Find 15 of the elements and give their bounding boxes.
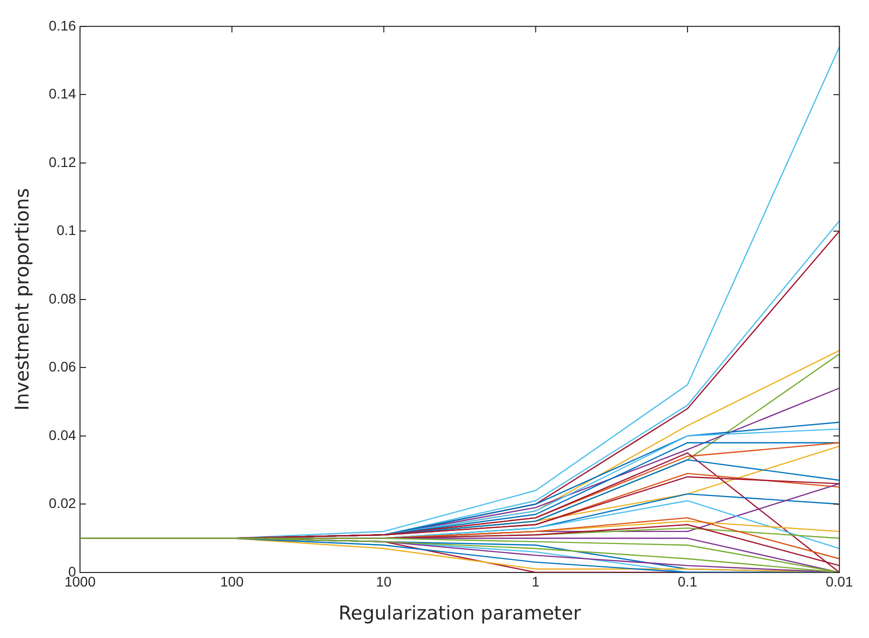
x-tick-label: 100 [220, 574, 244, 590]
y-tick-label: 0.14 [48, 86, 76, 102]
y-tick-label: 0.02 [48, 495, 76, 512]
x-axis-title: Regularization parameter [338, 602, 582, 625]
y-axis-title: Investment proportions [11, 188, 34, 411]
y-tick-label: 0.06 [48, 358, 76, 375]
y-tick-label: 0.04 [48, 426, 76, 443]
y-tick-label: 0.1 [56, 222, 76, 238]
x-tick-label: 1 [532, 574, 540, 590]
x-tick-label: 10 [376, 574, 392, 590]
y-tick-label: 0.12 [48, 154, 76, 170]
x-tick-label: 0.1 [678, 574, 698, 590]
y-tick-label: 0.16 [48, 17, 76, 34]
x-tick-label: 0.01 [826, 574, 854, 590]
y-tick-label: 0.08 [48, 290, 76, 306]
